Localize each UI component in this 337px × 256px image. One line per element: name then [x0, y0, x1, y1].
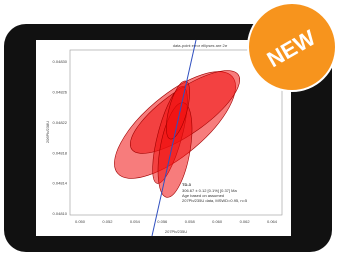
- plot-title: data-point error ellipses are 2σ: [173, 43, 228, 48]
- annotation-line: 207Pb/235U data, MSWD=0.95, n=5: [182, 198, 248, 203]
- y-tick-label: 0.04830: [53, 59, 68, 64]
- tablet-image: data-point error ellipses are 2σ 206Pb/2…: [0, 0, 337, 256]
- y-tick-label: 0.04818: [53, 150, 68, 155]
- page: data-point error ellipses are 2σ 206Pb/2…: [0, 0, 337, 256]
- x-tick-label: 0.060: [212, 219, 223, 224]
- x-tick-label: 0.058: [185, 219, 196, 224]
- x-tick-label: 0.056: [157, 219, 168, 224]
- y-tick-label: 0.04814: [53, 181, 68, 186]
- y-axis-label: 206Pb/238U: [45, 121, 50, 143]
- y-tick-label: 0.04810: [53, 211, 68, 216]
- y-tick-label: 0.04826: [53, 89, 68, 94]
- x-tick-label: 0.054: [130, 219, 141, 224]
- x-tick-label: 0.062: [240, 219, 251, 224]
- x-tick-label: 0.050: [75, 219, 86, 224]
- annotation-title: TD-3: [182, 182, 192, 187]
- y-tick-label: 0.04822: [53, 120, 68, 125]
- x-tick-label: 0.064: [267, 219, 278, 224]
- x-axis-label: 207Pb/235U: [165, 229, 187, 234]
- x-tick-label: 0.052: [102, 219, 113, 224]
